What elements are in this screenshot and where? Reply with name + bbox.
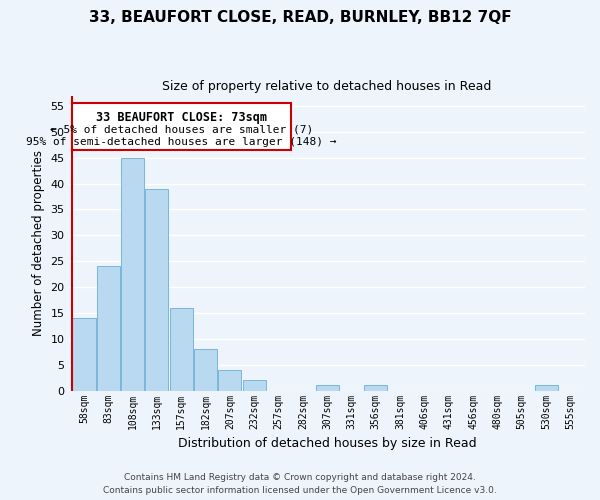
Bar (97, 266, 120, 390)
Bar (242, 380, 266, 390)
Text: 95% of semi-detached houses are larger (148) →: 95% of semi-detached houses are larger (… (26, 137, 337, 147)
X-axis label: Distribution of detached houses by size in Read: Distribution of detached houses by size … (178, 437, 476, 450)
Text: 33 BEAUFORT CLOSE: 73sqm: 33 BEAUFORT CLOSE: 73sqm (96, 111, 267, 124)
Bar (194, 349, 217, 391)
Title: Size of property relative to detached houses in Read: Size of property relative to detached ho… (163, 80, 492, 93)
Bar (316, 386, 339, 390)
Bar (535, 386, 557, 390)
Text: 33, BEAUFORT CLOSE, READ, BURNLEY, BB12 7QF: 33, BEAUFORT CLOSE, READ, BURNLEY, BB12 … (89, 10, 511, 25)
Bar (121, 158, 144, 390)
Text: ← 5% of detached houses are smaller (7): ← 5% of detached houses are smaller (7) (50, 124, 313, 134)
Bar (218, 370, 241, 390)
Y-axis label: Number of detached properties: Number of detached properties (32, 150, 45, 336)
Bar (170, 308, 193, 390)
Text: Contains HM Land Registry data © Crown copyright and database right 2024.
Contai: Contains HM Land Registry data © Crown c… (103, 474, 497, 495)
Bar (145, 188, 169, 390)
Bar (364, 386, 388, 390)
Bar (73, 318, 95, 390)
FancyBboxPatch shape (72, 104, 290, 150)
